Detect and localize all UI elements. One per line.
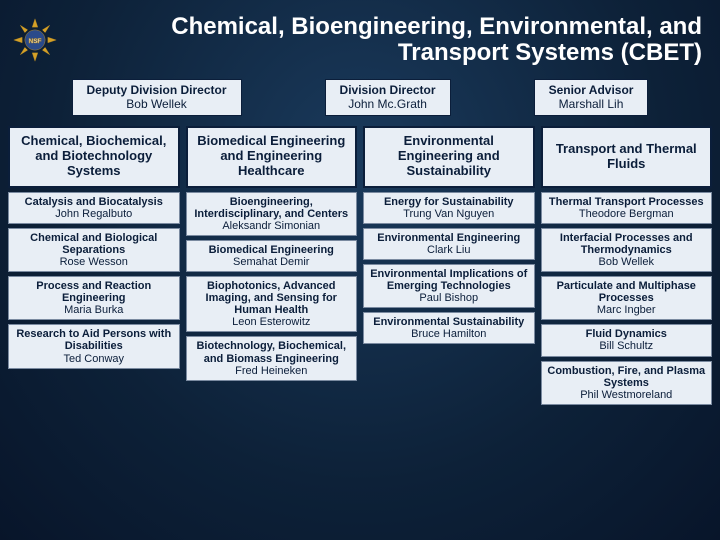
svg-text:NSF: NSF: [29, 38, 42, 45]
role-label: Deputy Division Director: [87, 83, 227, 97]
program-cell: Research to Aid Persons with Disabilitie…: [8, 324, 180, 368]
deputy-director-box: Deputy Division Director Bob Wellek: [72, 79, 242, 116]
person-name: Bob Wellek: [87, 97, 227, 111]
division-director-box: Division Director John Mc.Grath: [325, 79, 451, 116]
program-cell: Biophotonics, Advanced Imaging, and Sens…: [186, 276, 358, 332]
program-cell: Thermal Transport ProcessesTheodore Berg…: [541, 192, 713, 224]
page-title: Chemical, Bioengineering, Environmental,…: [68, 14, 702, 67]
program-cell: Biomedical EngineeringSemahat Demir: [186, 240, 358, 272]
program-cell: Environmental EngineeringClark Liu: [363, 228, 535, 260]
role-label: Division Director: [340, 83, 436, 97]
senior-advisor-box: Senior Advisor Marshall Lih: [534, 79, 649, 116]
column-biomedical: Biomedical Engineering and Engineering H…: [186, 126, 358, 405]
role-label: Senior Advisor: [549, 83, 634, 97]
program-cell: Catalysis and BiocatalysisJohn Regalbuto: [8, 192, 180, 224]
program-cell: Environmental Implications of Emerging T…: [363, 264, 535, 308]
top-leadership-row: Deputy Division Director Bob Wellek Divi…: [30, 79, 690, 116]
program-cell: Chemical and Biological SeparationsRose …: [8, 228, 180, 272]
column-header: Chemical, Biochemical, and Biotechnology…: [8, 126, 180, 188]
person-name: John Mc.Grath: [340, 97, 436, 111]
column-chemical: Chemical, Biochemical, and Biotechnology…: [8, 126, 180, 405]
column-header: Environmental Engineering and Sustainabi…: [363, 126, 535, 188]
person-name: Marshall Lih: [549, 97, 634, 111]
column-header: Transport and Thermal Fluids: [541, 126, 713, 188]
program-cell: Biotechnology, Biochemical, and Biomass …: [186, 336, 358, 380]
program-cell: Energy for SustainabilityTrung Van Nguye…: [363, 192, 535, 224]
nsf-logo-icon: NSF: [12, 17, 58, 63]
program-cell: Process and Reaction EngineeringMaria Bu…: [8, 276, 180, 320]
program-cell: Interfacial Processes and Thermodynamics…: [541, 228, 713, 272]
column-header: Biomedical Engineering and Engineering H…: [186, 126, 358, 188]
program-cell: Particulate and Multiphase ProcessesMarc…: [541, 276, 713, 320]
program-cell: Bioengineering, Interdisciplinary, and C…: [186, 192, 358, 236]
column-environmental: Environmental Engineering and Sustainabi…: [363, 126, 535, 405]
program-cell: Combustion, Fire, and Plasma SystemsPhil…: [541, 361, 713, 405]
program-cell: Environmental SustainabilityBruce Hamilt…: [363, 312, 535, 344]
column-transport: Transport and Thermal Fluids Thermal Tra…: [541, 126, 713, 405]
program-cell: Fluid DynamicsBill Schultz: [541, 324, 713, 356]
org-columns: Chemical, Biochemical, and Biotechnology…: [8, 126, 712, 405]
header: NSF Chemical, Bioengineering, Environmen…: [0, 0, 720, 73]
